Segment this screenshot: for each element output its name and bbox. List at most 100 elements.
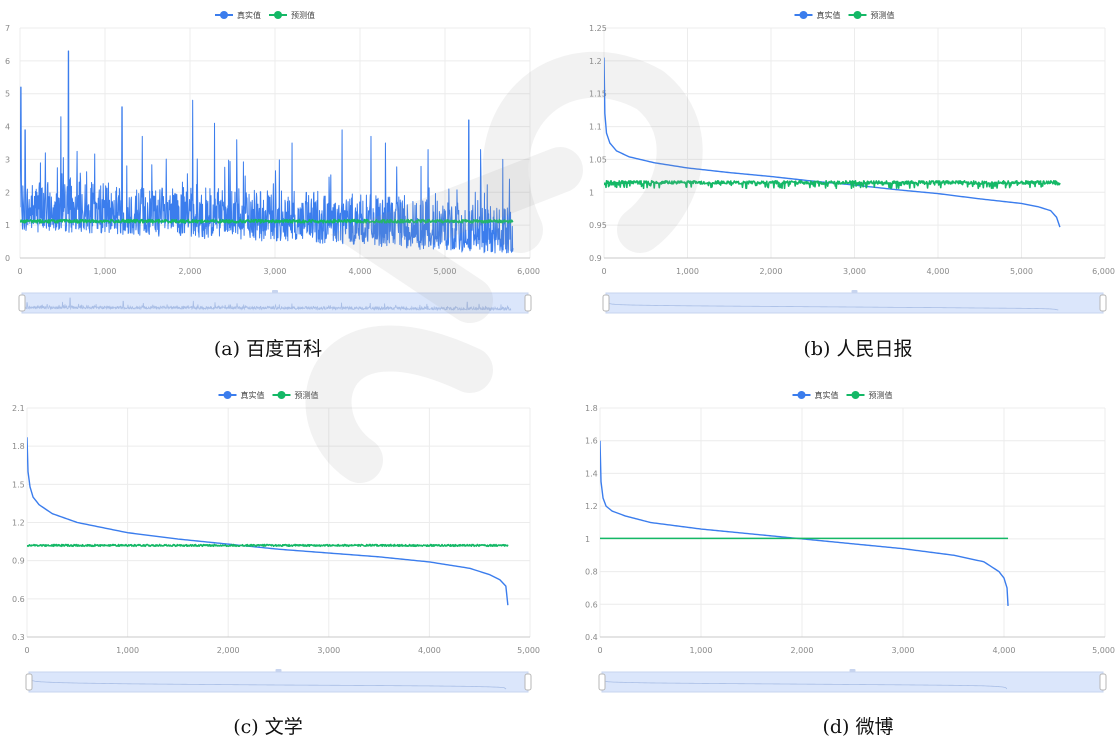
legend-label: 真实值: [241, 390, 265, 400]
legend-label: 预测值: [295, 390, 319, 400]
datazoom-slider[interactable]: [25, 669, 532, 693]
y-tick-label: 0.9: [12, 557, 25, 566]
series-actual-line: [27, 437, 509, 606]
slider-track[interactable]: [28, 671, 529, 693]
grid: [603, 27, 1106, 259]
y-tick-label: 1: [585, 535, 590, 544]
legend-item-actual[interactable]: 真实值: [794, 10, 841, 20]
datazoom-slider[interactable]: [18, 290, 532, 314]
legend[interactable]: 真实值 预测值: [792, 390, 893, 400]
plot-area: [20, 50, 514, 254]
y-tick-label: 0.8: [585, 568, 598, 577]
caption-d: (d) 微博: [822, 716, 894, 738]
slider-left-handle[interactable]: [598, 673, 606, 691]
slider-track[interactable]: [21, 292, 529, 314]
legend-item-predicted[interactable]: 预测值: [272, 390, 319, 400]
chart-a: 0 1 2 3 4 5 6 7 0 1,000 2,000 3,000 4,000 5,000 6,000 真…: [5, 10, 540, 314]
y-tick-label: 1.05: [589, 155, 607, 164]
grid: [599, 407, 1106, 638]
y-tick-label: 1: [589, 188, 594, 197]
legend-item-predicted[interactable]: 预测值: [848, 10, 895, 20]
x-tick-label: 1,000: [116, 646, 139, 655]
y-tick-label: 1.5: [12, 480, 25, 489]
y-tick-label: 1.15: [589, 90, 607, 99]
plot-area: [600, 440, 1009, 606]
slider-left-handle[interactable]: [25, 673, 33, 691]
x-tick-label: 5,000: [517, 646, 540, 655]
x-tick-label: 5,000: [1092, 646, 1115, 655]
slider-left-handle[interactable]: [18, 294, 26, 312]
slider-right-handle[interactable]: [524, 294, 532, 312]
plot-area: [27, 437, 509, 606]
datazoom-slider[interactable]: [602, 290, 1107, 314]
legend-dot-icon: [223, 391, 232, 399]
legend-label: 真实值: [237, 10, 261, 20]
legend-item-predicted[interactable]: 预测值: [269, 10, 315, 20]
slider-preview-line: [601, 676, 1008, 690]
y-tick-label: 0.9: [589, 254, 602, 263]
datazoom-slider[interactable]: [598, 669, 1107, 693]
series-actual-line: [600, 440, 1009, 606]
legend[interactable]: 真实值 预测值: [794, 10, 895, 20]
series-actual-line: [604, 57, 1061, 228]
y-tick-label: 1.4: [585, 469, 598, 478]
y-tick-label: 1.2: [12, 519, 25, 528]
caption-b: (b) 人民日报: [803, 338, 913, 360]
x-tick-label: 1,000: [94, 267, 117, 276]
legend-dot-icon: [797, 391, 806, 399]
x-tick-label: 3,000: [843, 267, 866, 276]
x-tick-label: 6,000: [1092, 267, 1115, 276]
slider-track[interactable]: [605, 292, 1104, 314]
legend-item-predicted[interactable]: 预测值: [846, 390, 893, 400]
slider-right-handle[interactable]: [1099, 673, 1107, 691]
y-tick-label: 1.6: [585, 437, 598, 446]
legend-label: 预测值: [291, 10, 315, 20]
x-tick-label: 3,000: [892, 646, 915, 655]
caption-a: (a) 百度百科: [213, 338, 323, 360]
slider-move-handle[interactable]: [849, 669, 856, 672]
legend-dot-icon: [220, 11, 228, 19]
x-tick-label: 1,000: [690, 646, 713, 655]
legend-label: 真实值: [815, 390, 839, 400]
x-tick-label: 2,000: [760, 267, 783, 276]
legend-dot-icon: [274, 11, 282, 19]
chart-c: 0.3 0.6 0.9 1.2 1.5 1.8 2.1 0 1,000 2,000 3,000 4,0…: [12, 390, 540, 693]
legend-item-actual[interactable]: 真实值: [218, 390, 265, 400]
y-tick-label: 4: [5, 123, 10, 132]
slider-preview-line: [21, 297, 512, 312]
legend-item-actual[interactable]: 真实值: [792, 390, 839, 400]
x-tick-label: 5,000: [1010, 267, 1033, 276]
series-predicted-line: [20, 218, 514, 224]
x-tick-label: 3,000: [317, 646, 340, 655]
slider-move-handle[interactable]: [272, 290, 278, 293]
legend[interactable]: 真实值 预测值: [215, 10, 315, 20]
series-predicted-line: [604, 179, 1061, 190]
legend-item-actual[interactable]: 真实值: [215, 10, 261, 20]
slider-right-handle[interactable]: [1099, 294, 1107, 312]
y-tick-label: 1.1: [589, 123, 602, 132]
slider-move-handle[interactable]: [275, 669, 282, 672]
slider-preview-line: [605, 297, 1059, 311]
slider-right-handle[interactable]: [524, 673, 532, 691]
plot-area: [604, 57, 1061, 228]
x-tick-label: 4,000: [993, 646, 1016, 655]
x-tick-label: 2,000: [217, 646, 240, 655]
slider-left-handle[interactable]: [602, 294, 610, 312]
y-tick-label: 0: [5, 254, 10, 263]
series-predicted-line: [27, 543, 509, 548]
y-tick-label: 1.2: [589, 57, 602, 66]
x-tick-label: 3,000: [264, 267, 287, 276]
y-tick-label: 2: [5, 188, 10, 197]
y-tick-label: 1.2: [585, 502, 598, 511]
slider-move-handle[interactable]: [851, 290, 858, 293]
legend[interactable]: 真实值 预测值: [218, 390, 319, 400]
x-tick-label: 4,000: [418, 646, 441, 655]
x-tick-label: 0: [24, 646, 29, 655]
legend-label: 预测值: [869, 390, 893, 400]
y-tick-label: 0.6: [585, 600, 598, 609]
legend-label: 真实值: [817, 10, 841, 20]
slider-track[interactable]: [601, 671, 1104, 693]
slider-preview-line: [28, 676, 507, 690]
y-tick-label: 0.4: [585, 633, 598, 642]
